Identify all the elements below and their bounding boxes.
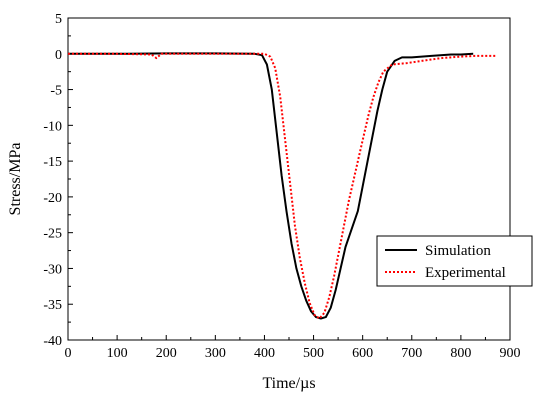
y-tick-label: 0 — [55, 48, 62, 63]
legend-label-simulation: Simulation — [425, 243, 491, 259]
y-tick-label: -40 — [43, 334, 62, 349]
y-tick-label: 5 — [55, 12, 62, 27]
axis-ticks: 0 100 200 300 400 500 600 700 800 900 5 0 -5 -10 -15 -2… — [43, 12, 520, 361]
y-tick-label: -20 — [43, 191, 62, 206]
x-tick-label: 900 — [500, 346, 521, 361]
x-tick-label: 200 — [156, 346, 177, 361]
y-tick-label: -35 — [43, 298, 62, 313]
x-tick-label: 700 — [401, 346, 422, 361]
x-tick-label: 300 — [205, 346, 226, 361]
x-tick-label: 0 — [65, 346, 72, 361]
y-tick-label: -30 — [43, 262, 62, 277]
y-tick-label: -5 — [50, 84, 62, 99]
y-axis-label: Stress/MPa — [7, 143, 24, 216]
series-line-simulation — [68, 52, 474, 320]
x-tick-label: 500 — [303, 346, 324, 361]
x-tick-label: 600 — [352, 346, 373, 361]
legend-label-experimental: Experimental — [425, 265, 506, 281]
x-tick-label: 800 — [450, 346, 471, 361]
plot-frame — [67, 17, 511, 341]
x-axis-label: Time/µs — [262, 375, 315, 392]
series-layer — [68, 52, 496, 320]
y-tick-label: -15 — [43, 155, 62, 170]
legend: Simulation Experimental — [376, 235, 533, 287]
legend-box — [376, 235, 533, 287]
y-tick-label: -10 — [43, 119, 62, 134]
x-tick-label: 400 — [254, 346, 275, 361]
series-line-experimental — [68, 52, 496, 320]
y-tick-label: -25 — [43, 227, 62, 242]
x-tick-label: 100 — [107, 346, 128, 361]
